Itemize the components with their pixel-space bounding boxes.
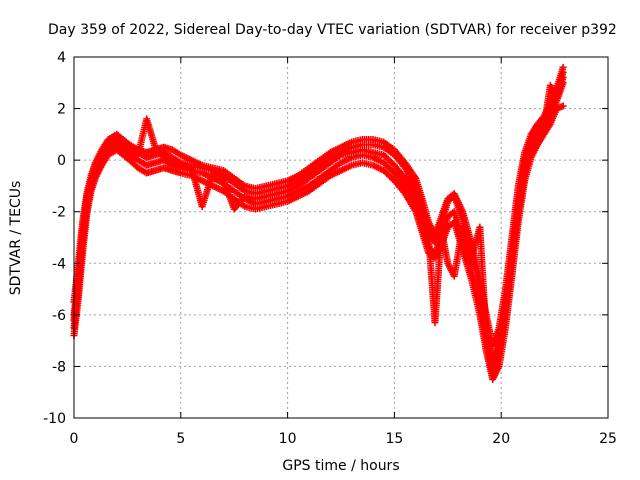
data-markers — [70, 63, 567, 383]
x-tick-label: 0 — [70, 431, 79, 447]
x-tick-label: 15 — [385, 431, 403, 447]
y-tick-label: -8 — [52, 359, 66, 375]
data-series — [70, 68, 567, 365]
data-series — [70, 74, 567, 370]
chart-title: Day 359 of 2022, Sidereal Day-to-day VTE… — [48, 22, 617, 38]
data-series — [70, 63, 567, 350]
y-tick-label: 2 — [57, 102, 66, 118]
y-tick-label: 0 — [57, 153, 66, 169]
x-tick-label: 20 — [492, 431, 510, 447]
y-tick-label: -4 — [52, 256, 66, 272]
y-tick-label: -2 — [52, 205, 66, 221]
y-tick-label: -6 — [52, 308, 66, 324]
y-tick-label: -10 — [43, 411, 66, 427]
grid-lines — [74, 57, 608, 418]
data-point — [559, 74, 567, 82]
plot-frame — [73, 56, 609, 419]
axis-ticks: 0 5 10 15 20 25 -10 -8 -6 -4 -2 0 2 4 — [43, 50, 617, 447]
x-tick-label: 10 — [279, 431, 297, 447]
data-point — [559, 102, 567, 110]
x-tick-label: 5 — [176, 431, 185, 447]
y-tick-label: 4 — [57, 50, 66, 66]
data-point — [559, 63, 567, 71]
x-axis-label: GPS time / hours — [282, 458, 399, 474]
x-tick-label: 25 — [599, 431, 617, 447]
y-axis-label: SDTVAR / TECUs — [8, 181, 24, 296]
